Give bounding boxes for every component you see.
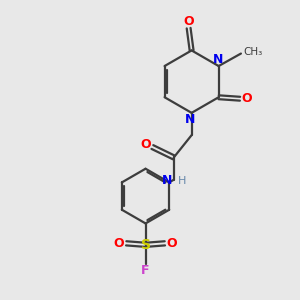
Text: N: N <box>162 174 172 187</box>
Text: N: N <box>185 113 195 126</box>
Text: O: O <box>183 15 194 28</box>
Text: O: O <box>140 138 151 151</box>
Text: CH₃: CH₃ <box>244 47 263 57</box>
Text: O: O <box>242 92 253 105</box>
Text: N: N <box>213 53 224 66</box>
Text: S: S <box>140 238 151 252</box>
Text: O: O <box>114 237 124 250</box>
Text: H: H <box>178 176 186 186</box>
Text: F: F <box>141 264 150 277</box>
Text: O: O <box>167 237 177 250</box>
